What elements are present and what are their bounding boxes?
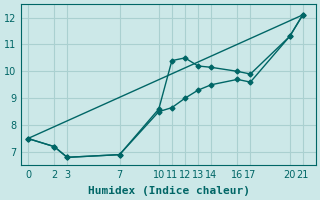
X-axis label: Humidex (Indice chaleur): Humidex (Indice chaleur) xyxy=(88,186,250,196)
